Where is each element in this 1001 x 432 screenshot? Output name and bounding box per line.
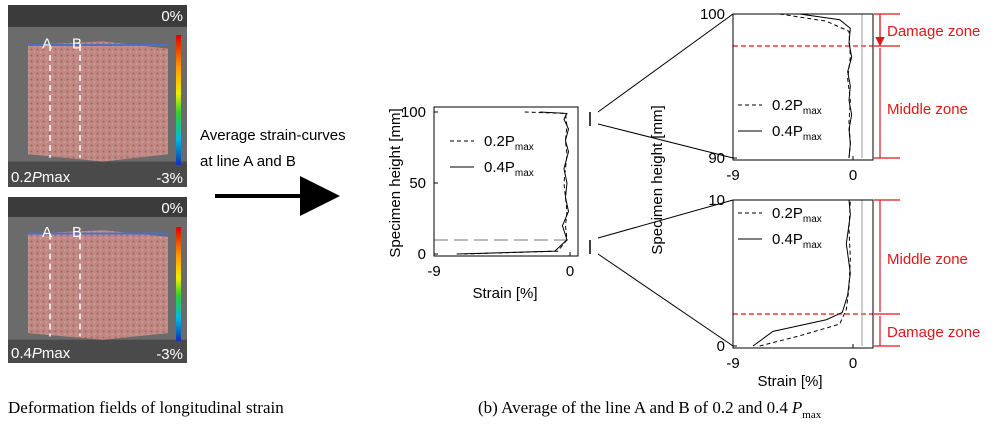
plot-frame [433, 106, 579, 257]
y-tick-label: 10 [708, 192, 725, 209]
y-tick-label: 100 [401, 104, 426, 121]
photo-bottom-plate [8, 161, 187, 187]
legend-sub: max [803, 132, 822, 143]
legend-sub: max [803, 240, 822, 251]
scale-min: -3% [156, 170, 183, 187]
legend-label: 0.2Pmax [772, 97, 822, 117]
x-tick-label: 0 [849, 355, 857, 372]
x-tick-label: -9 [726, 355, 739, 372]
load-symbol: P [32, 345, 42, 362]
legend-label: 0.4Pmax [772, 231, 822, 251]
legend-name: 0.2P [484, 133, 515, 150]
caption: (b) Average of the line A and B of 0.2 a… [478, 398, 822, 421]
colorbar [176, 35, 181, 165]
load-label: 0.4Pmax [11, 345, 71, 362]
legend-name: 0.4P [484, 159, 515, 176]
zone-brackets [733, 13, 900, 347]
strain-field [28, 230, 168, 340]
zone-label: Middle zone [887, 251, 968, 268]
legend-label: 0.2Pmax [484, 133, 534, 153]
load-number: 0.4 [11, 345, 32, 362]
load-number: 0.2 [11, 169, 32, 186]
scale-max: 0% [161, 200, 183, 217]
legend-name: 0.2P [772, 205, 803, 222]
y-tick-label: 50 [409, 175, 426, 192]
connectors [589, 13, 734, 347]
load-symbol: P [32, 169, 42, 186]
legend-sub: max [803, 106, 822, 117]
data-line [799, 13, 853, 159]
section-label: A [42, 36, 52, 53]
scale-min: -3% [156, 346, 183, 363]
caption: Deformation fields of longitudinal strai… [8, 398, 284, 417]
legend-sub: max [515, 168, 534, 179]
legend-sub: max [803, 214, 822, 225]
x-tick-label: -9 [726, 167, 739, 184]
arrow-text: at line A and B [200, 153, 296, 170]
y-tick-label: 0 [418, 246, 426, 263]
scale-max: 0% [161, 8, 183, 25]
legend-name: 0.4P [772, 231, 803, 248]
data-line [752, 199, 851, 347]
y-axis-label: Specimen height [mm] [387, 108, 404, 257]
plot-frame [732, 199, 874, 349]
y-axis-label: Specimen height [mm] [649, 105, 666, 254]
load-label: 0.2Pmax [11, 169, 71, 186]
data-line [464, 111, 568, 255]
legend-name: 0.4P [772, 123, 803, 140]
x-axis-label: Strain [%] [757, 373, 822, 390]
caption-sub: max [802, 409, 821, 421]
arrow-text: Average strain-curves [200, 127, 346, 144]
zone-label: Damage zone [887, 23, 980, 40]
zone-label: Damage zone [887, 324, 980, 341]
y-tick-label: 90 [708, 150, 725, 167]
colorbar [176, 227, 181, 341]
x-tick-label: 0 [566, 263, 574, 280]
x-axis-label: Strain [%] [472, 285, 537, 302]
x-tick-label: 0 [849, 167, 857, 184]
load-suffix: max [42, 169, 71, 186]
caption-text: (b) Average of the line A and B of 0.2 a… [478, 398, 788, 417]
load-suffix: max [42, 345, 71, 362]
photo-top-plate [8, 5, 187, 27]
section-label: B [72, 36, 82, 53]
section-label: A [42, 224, 52, 241]
y-tick-label: 0 [717, 338, 725, 355]
x-tick-label: -9 [427, 263, 440, 280]
strain-field [28, 41, 168, 162]
section-label: B [72, 224, 82, 241]
legend-label: 0.4Pmax [484, 159, 534, 179]
data-line [456, 111, 570, 255]
legend-label: 0.4Pmax [772, 123, 822, 143]
legend-label: 0.2Pmax [772, 205, 822, 225]
caption-symbol: P [791, 398, 802, 417]
legend-name: 0.2P [772, 97, 803, 114]
y-tick-label: 100 [700, 6, 725, 23]
zone-label: Middle zone [887, 101, 968, 118]
legend-sub: max [515, 142, 534, 153]
photo-bottom-plate [8, 339, 187, 363]
photo-top-plate [8, 197, 187, 217]
